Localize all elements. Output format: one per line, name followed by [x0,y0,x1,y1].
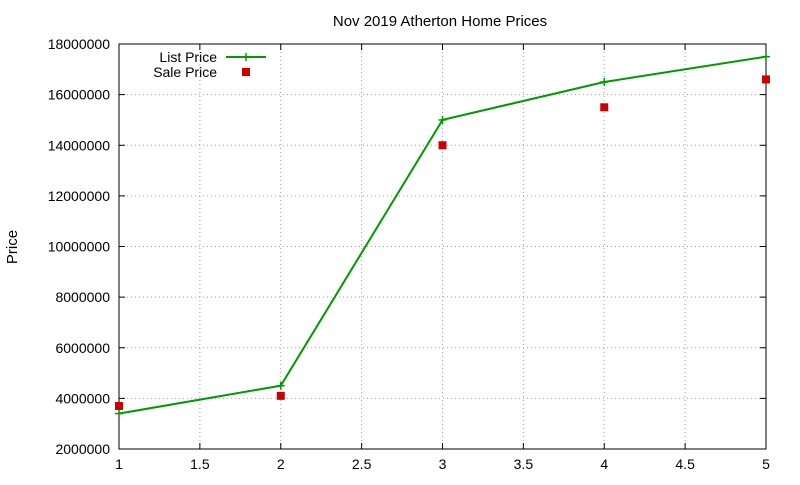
y-axis-label: Price [4,230,21,264]
x-tick-label: 2 [277,456,285,472]
data-point [276,381,285,390]
data-point [762,52,770,61]
data-point [276,391,285,400]
data-series [115,52,770,418]
series-sale-price [115,75,770,410]
y-tick-label: 4000000 [55,390,110,406]
legend-label: List Price [159,49,217,65]
y-tick-label: 16000000 [48,87,111,103]
x-tick-label: 5 [762,456,770,472]
data-point [600,77,609,86]
x-tick-label: 2.5 [352,456,372,472]
legend-label: Sale Price [153,64,217,80]
axes [118,43,767,450]
y-tick-label: 12000000 [48,188,111,204]
data-point [115,401,123,410]
data-point [438,115,447,124]
x-tick-label: 4 [600,456,608,472]
y-tick-label: 2000000 [55,441,110,457]
y-tick-label: 8000000 [55,289,110,305]
data-point [438,141,447,150]
y-tick-label: 18000000 [48,36,111,52]
y-tick-label: 14000000 [48,137,111,153]
y-tick-label: 10000000 [48,239,111,255]
chart-title: Nov 2019 Atherton Home Prices [333,13,547,30]
x-tick-label: 1.5 [190,456,210,472]
tick-labels: 1 1.5 2 2.5 3 3.5 4 4.5 5 2000000 4000000 6000000 80… [48,36,770,472]
legend-marker [242,53,250,61]
data-point [115,409,123,418]
legend-marker [242,68,250,76]
plot-border [118,43,767,450]
y-tick-label: 6000000 [55,340,110,356]
data-point [762,75,770,84]
grid-lines [119,44,766,449]
series-list-price [115,52,770,418]
data-point [600,103,609,112]
x-tick-label: 3 [439,456,447,472]
x-tick-label: 4.5 [675,456,695,472]
x-tick-label: 3.5 [514,456,534,472]
x-tick-label: 1 [115,456,123,472]
